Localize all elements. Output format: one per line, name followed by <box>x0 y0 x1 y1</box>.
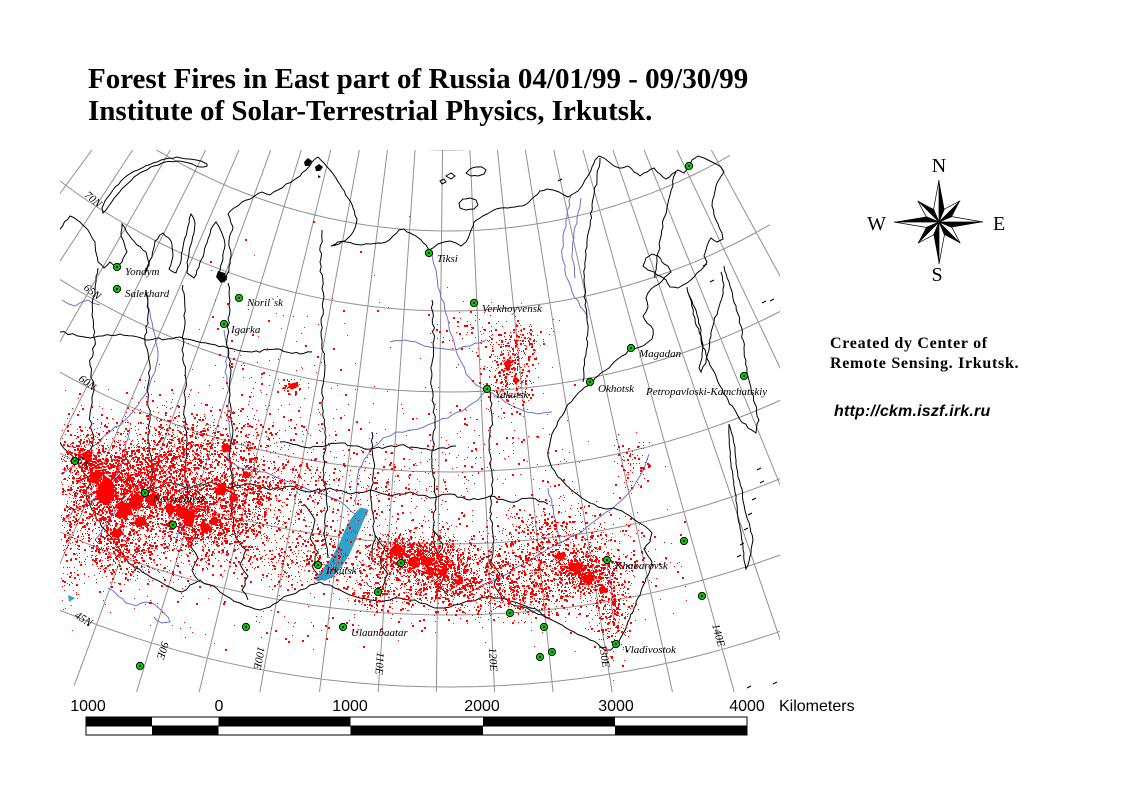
svg-text:Vladivostok: Vladivostok <box>624 644 677 656</box>
svg-text:Remote Sensing. Irkutsk.: Remote Sensing. Irkutsk. <box>830 355 1019 372</box>
svg-text:Petropavloski-Kamchatskiy: Petropavloski-Kamchatskiy <box>645 386 767 398</box>
svg-text:110E: 110E <box>372 652 386 675</box>
svg-text:E: E <box>993 213 1005 235</box>
svg-text:Magadan: Magadan <box>638 348 682 360</box>
svg-text:Kilometers: Kilometers <box>779 698 855 715</box>
svg-text:Khabarovsk: Khabarovsk <box>614 560 669 572</box>
svg-text:Noril`sk: Noril`sk <box>246 297 284 309</box>
svg-text:http://ckm.iszf.irk.ru: http://ckm.iszf.irk.ru <box>834 403 990 420</box>
svg-text:2000: 2000 <box>464 698 500 715</box>
svg-text:Forest Fires in East part of R: Forest Fires in East part of Russia 04/0… <box>88 63 748 95</box>
svg-text:Igarka: Igarka <box>230 324 261 336</box>
svg-text:4000: 4000 <box>729 698 765 715</box>
svg-text:Created dy Center of: Created dy Center of <box>830 335 988 352</box>
svg-text:Verkhoyvensk: Verkhoyvensk <box>482 303 543 315</box>
svg-text:1000: 1000 <box>332 698 368 715</box>
svg-text:Institute of Solar-Terrestrial: Institute of Solar-Terrestrial Physics, … <box>88 95 652 127</box>
svg-text:S: S <box>931 264 942 286</box>
svg-text:N: N <box>932 155 946 177</box>
svg-text:90E: 90E <box>154 640 171 661</box>
svg-text:Tiksi: Tiksi <box>437 253 458 265</box>
svg-text:Irkutsk: Irkutsk <box>325 565 358 577</box>
svg-text:3000: 3000 <box>598 698 634 715</box>
svg-text:Salekhard: Salekhard <box>125 288 170 300</box>
svg-text:1000: 1000 <box>70 698 106 715</box>
svg-text:Okhotsk: Okhotsk <box>598 383 635 395</box>
svg-text:W: W <box>867 213 886 235</box>
svg-text:Novosibirsk: Novosibirsk <box>152 493 207 505</box>
svg-text:130E: 130E <box>596 644 612 669</box>
svg-text:120E: 120E <box>486 648 499 672</box>
svg-text:Ulaanbaatar: Ulaanbaatar <box>351 627 409 639</box>
svg-text:Yondym: Yondym <box>125 266 159 278</box>
svg-text:0: 0 <box>215 698 224 715</box>
svg-text:100E: 100E <box>251 645 267 670</box>
svg-text:Yakutsk: Yakutsk <box>495 389 529 401</box>
